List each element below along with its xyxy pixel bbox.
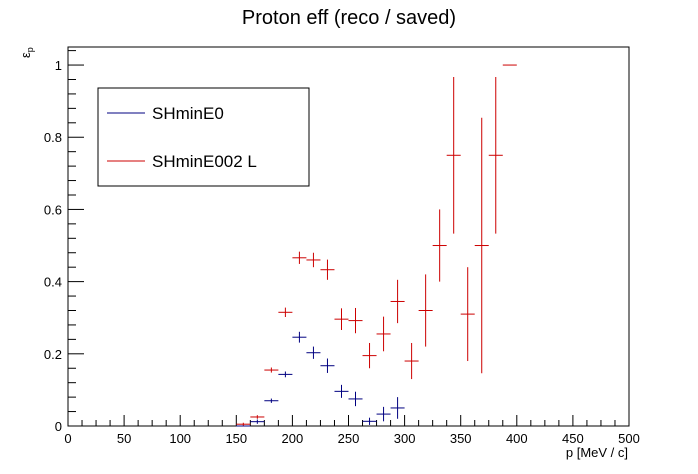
x-tick-label: 350	[450, 431, 472, 446]
legend-box	[97, 87, 310, 187]
data-point	[446, 76, 461, 234]
y-axis-label: εp	[18, 47, 35, 58]
data-point	[362, 342, 377, 369]
data-point	[488, 76, 503, 234]
y-tick-label: 0.4	[44, 275, 62, 290]
data-point	[264, 367, 279, 373]
x-tick-label: 50	[117, 431, 131, 446]
data-point	[306, 252, 321, 268]
x-tick-label: 100	[169, 431, 191, 446]
data-point	[404, 342, 419, 380]
data-point	[432, 209, 447, 282]
x-tick-label: 500	[618, 431, 640, 446]
data-point	[250, 415, 265, 419]
x-tick-label: 450	[562, 431, 584, 446]
data-point	[278, 307, 293, 317]
data-point	[334, 384, 349, 398]
data-point	[334, 308, 349, 330]
series-0	[236, 331, 405, 427]
data-series	[236, 64, 517, 427]
data-point	[292, 251, 307, 264]
y-axis-label-subscript: p	[25, 47, 35, 52]
x-axis-label: p [MeV / c]	[566, 445, 628, 460]
data-point	[250, 419, 265, 424]
legend-label-shmine002-l: SHminE002 L	[152, 152, 257, 171]
data-point	[264, 398, 279, 403]
data-point	[418, 274, 433, 347]
x-tick-label: 150	[225, 431, 247, 446]
x-tick-label: 400	[506, 431, 528, 446]
series-1	[236, 64, 517, 426]
data-point	[320, 259, 335, 280]
y-axis: 0 0.2 0.4 0.6 0.8 1	[44, 50, 84, 434]
data-point	[236, 422, 251, 426]
x-tick-label: 250	[338, 431, 360, 446]
data-point	[320, 358, 335, 373]
data-point	[390, 279, 405, 324]
legend: SHminE0 SHminE002 L	[97, 87, 310, 187]
x-tick-label: 200	[282, 431, 304, 446]
x-tick-label: 300	[394, 431, 416, 446]
x-axis: 0 50 100 150 200 250 300 350 400 450 500	[64, 415, 640, 446]
y-axis-label-main: ε	[18, 52, 33, 58]
data-point	[376, 406, 391, 422]
y-tick-label: 1	[55, 58, 62, 73]
legend-label-shmine0: SHminE0	[152, 104, 224, 123]
y-tick-label: 0.8	[44, 130, 62, 145]
data-point	[348, 307, 363, 334]
data-point	[292, 331, 307, 343]
chart-title: Proton eff (reco / saved)	[242, 7, 456, 29]
data-point	[460, 267, 475, 362]
data-point	[348, 391, 363, 407]
data-point	[362, 417, 377, 425]
data-point	[390, 397, 405, 419]
svg-text:εp: εp	[18, 47, 35, 58]
data-point	[278, 371, 293, 378]
data-point	[306, 346, 321, 359]
data-point	[376, 316, 391, 352]
y-tick-label: 0	[55, 419, 62, 434]
y-tick-label: 0.6	[44, 202, 62, 217]
x-tick-label: 0	[64, 431, 71, 446]
data-point	[474, 117, 489, 374]
y-tick-label: 0.2	[44, 347, 62, 362]
